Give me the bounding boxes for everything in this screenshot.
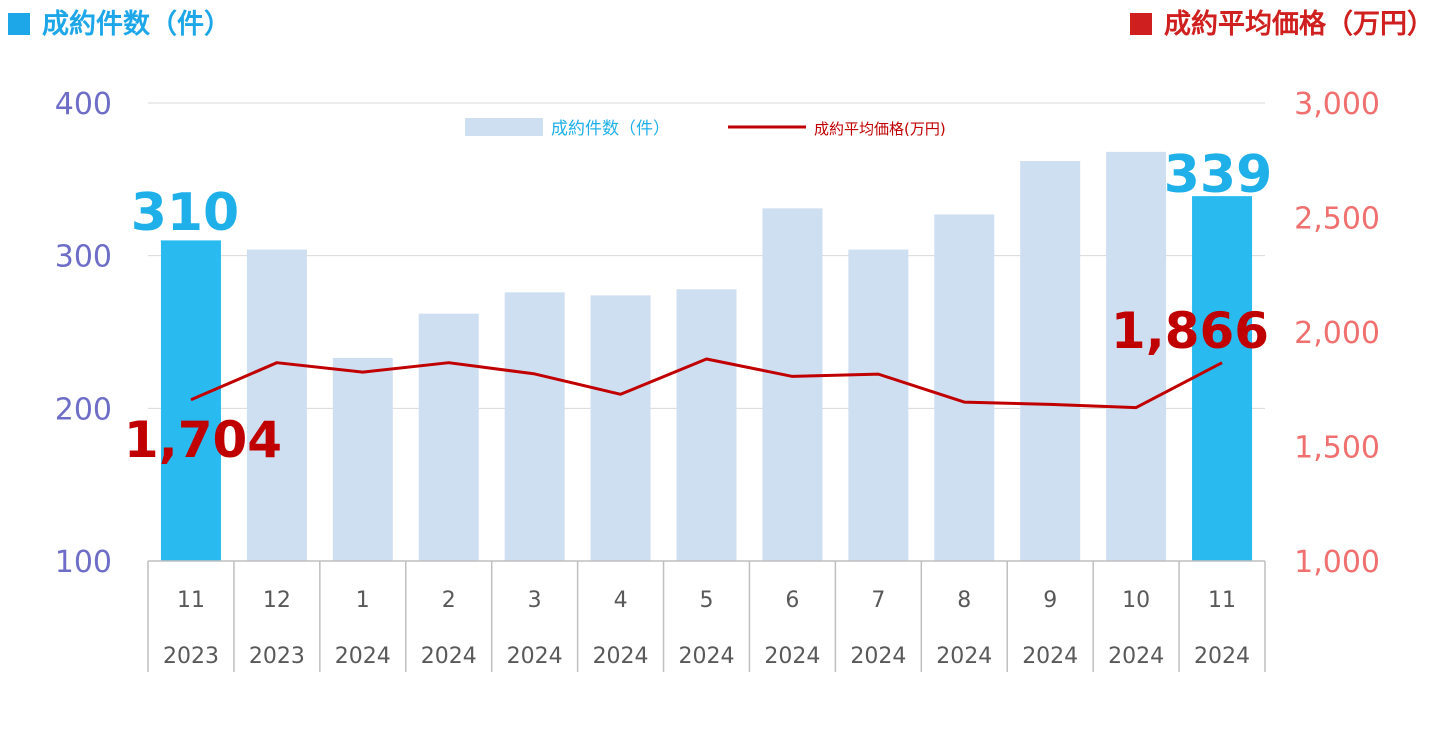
count-label-first: 310 [131,183,240,243]
year-label-4: 2024 [507,644,563,669]
month-label-5: 4 [614,588,628,613]
bar-3 [418,313,479,561]
right-tick-label-1: 1,500 [1294,431,1380,466]
month-label-2: 1 [356,588,370,613]
bar-6 [676,289,737,561]
month-label-10: 9 [1043,588,1057,613]
bar-5 [590,295,651,561]
right-tick-label-2: 2,000 [1294,316,1380,351]
year-label-0: 2023 [163,644,219,669]
price-line [190,357,1223,410]
price-label-first: 1,704 [124,411,282,469]
bar-12 [1192,196,1253,562]
count-label-last: 339 [1164,145,1273,205]
year-label-2: 2024 [335,644,391,669]
year-label-5: 2024 [593,644,649,669]
left-tick-label-0: 100 [55,545,112,580]
left-axis-title-text: 成約件数（件） [42,9,231,40]
blue-square-icon [8,13,30,35]
bar-0 [160,240,221,561]
legend-bar-swatch [465,118,543,136]
price-label-last: 1,866 [1111,302,1269,360]
year-label-12: 2024 [1194,644,1250,669]
year-label-3: 2024 [421,644,477,669]
year-label-7: 2024 [764,644,820,669]
right-axis-title-text: 成約平均価格（万円） [1164,9,1434,40]
price-line-layer [190,357,1223,410]
month-label-7: 6 [785,588,799,613]
bar-10 [1020,161,1081,561]
month-label-1: 12 [263,588,291,613]
year-label-9: 2024 [936,644,992,669]
year-label-11: 2024 [1108,644,1164,669]
year-label-10: 2024 [1022,644,1078,669]
month-label-0: 11 [177,588,205,613]
right-tick-label-3: 2,500 [1294,202,1380,237]
month-label-12: 11 [1208,588,1236,613]
month-label-9: 8 [957,588,971,613]
red-square-icon [1130,13,1152,35]
bar-11 [1106,151,1167,561]
month-label-11: 10 [1122,588,1150,613]
year-label-6: 2024 [679,644,735,669]
right-tick-label-4: 3,000 [1294,87,1380,122]
year-label-1: 2023 [249,644,305,669]
legend: 成約件数（件） 成約平均価格(万円) [465,118,946,139]
category-axis: 11 2023 12 2023 1 2024 2 2024 3 2024 4 2024 5 2024 6 20… [147,560,1266,672]
bar-1 [246,249,307,561]
legend-line-label: 成約平均価格(万円) [814,120,946,138]
bar-8 [848,249,909,561]
bar-9 [934,214,995,562]
data-labels: 310 339 1,704 1,866 [124,145,1272,469]
bar-2 [332,357,393,561]
month-label-4: 3 [528,588,542,613]
right-tick-label-0: 1,000 [1294,545,1380,580]
left-tick-label-3: 400 [55,87,112,122]
bar-7 [762,208,823,561]
bars [160,151,1253,562]
axes: 100 200 300 400 1,000 1,500 2,000 2,500 3,000 [55,87,1380,580]
left-tick-label-2: 300 [55,240,112,275]
year-label-8: 2024 [850,644,906,669]
right-axis-title: 成約平均価格（万円） [1130,2,1434,41]
left-axis-title: 成約件数（件） [8,2,231,41]
month-label-6: 5 [700,588,714,613]
month-label-3: 2 [442,588,456,613]
legend-bar-label: 成約件数（件） [551,119,670,139]
left-tick-label-1: 200 [55,392,112,427]
bar-4 [504,292,565,561]
month-label-8: 7 [871,588,885,613]
